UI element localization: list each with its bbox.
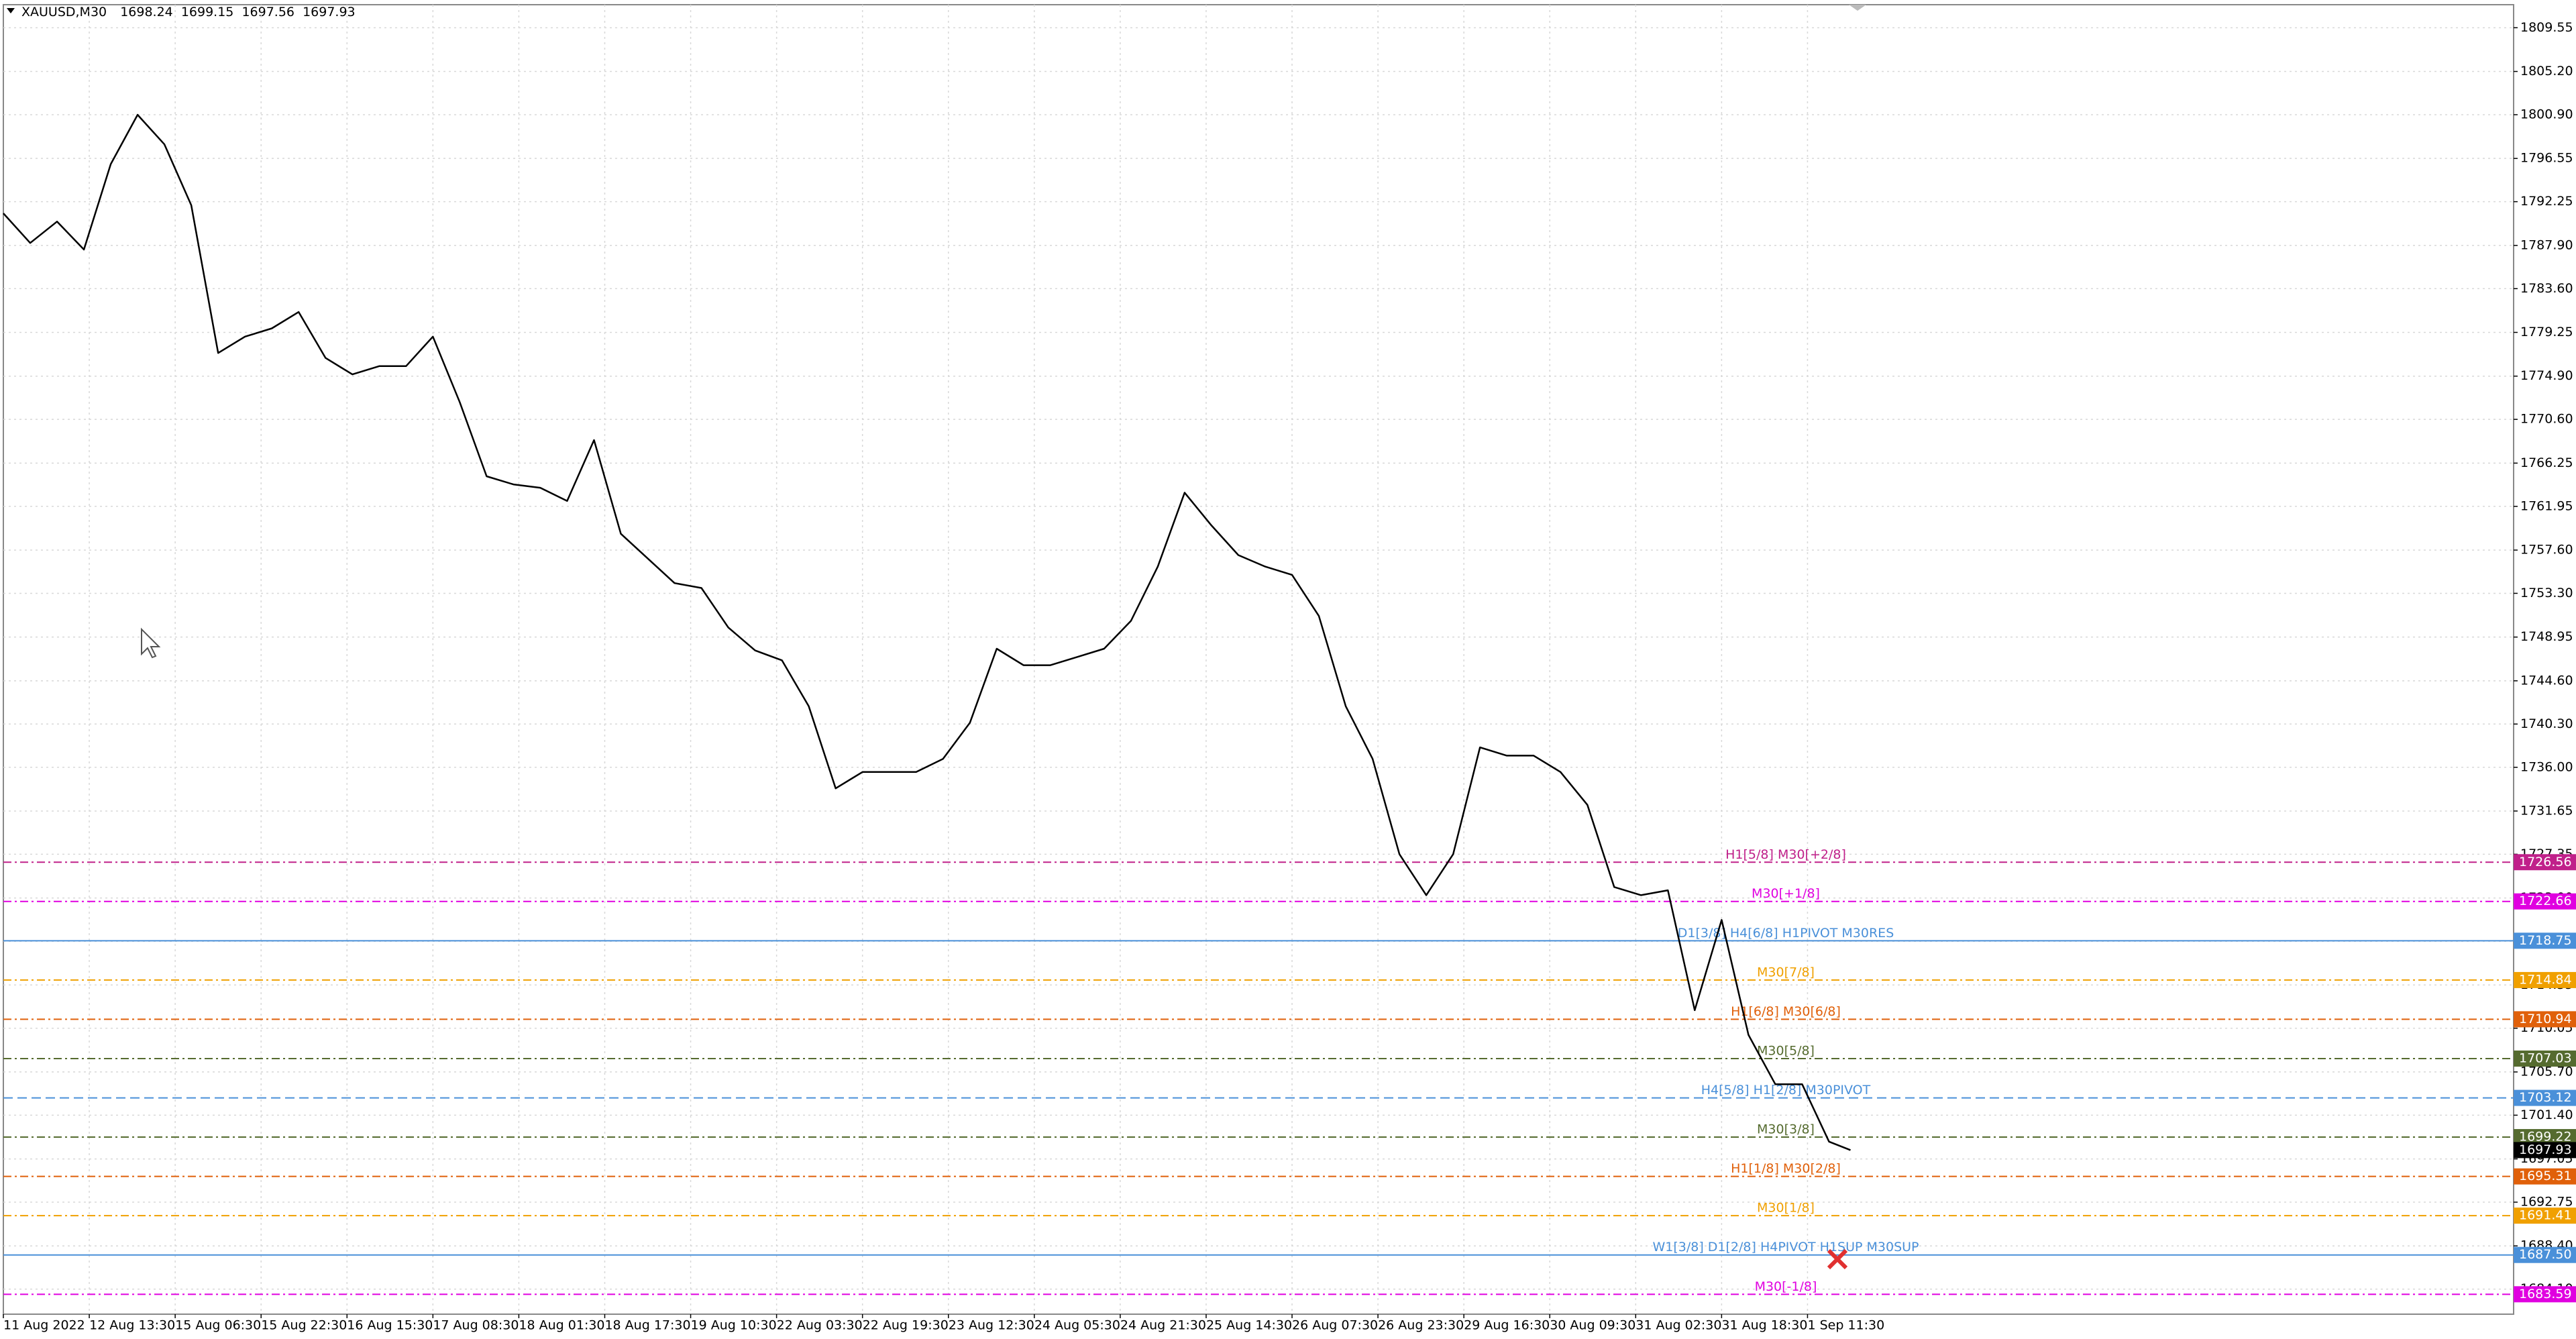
high: 1699.15 bbox=[181, 5, 234, 19]
top-marker bbox=[1849, 5, 1866, 11]
x-tick-label: 11 Aug 2022 bbox=[3, 1318, 85, 1333]
y-tick-label: 1770.60 bbox=[2520, 412, 2573, 427]
last-price-badge bbox=[2514, 1142, 2576, 1159]
last-price-badge-label: 1697.93 bbox=[2519, 1142, 2572, 1157]
x-tick-label: 18 Aug 17:30 bbox=[604, 1318, 690, 1333]
x-tick-label: 15 Aug 22:30 bbox=[261, 1318, 347, 1333]
level-price-badge-label: 1691.41 bbox=[2519, 1208, 2572, 1223]
y-tick-label: 1779.25 bbox=[2520, 325, 2573, 339]
y-tick-label: 1787.90 bbox=[2520, 237, 2573, 252]
mouse-cursor bbox=[141, 627, 161, 659]
level-price-badge-label: 1718.75 bbox=[2519, 933, 2572, 948]
y-tick-label: 1805.20 bbox=[2520, 64, 2573, 78]
y-tick-label: 1796.55 bbox=[2520, 151, 2573, 166]
y-tick-label: 1800.90 bbox=[2520, 107, 2573, 121]
y-tick-label: 1705.70 bbox=[2520, 1064, 2573, 1079]
y-tick-label: 1783.60 bbox=[2520, 281, 2573, 296]
y-tick-label: 1736.00 bbox=[2520, 759, 2573, 774]
level-price-badge bbox=[2514, 932, 2576, 949]
menu-arrow[interactable] bbox=[7, 8, 15, 13]
level-label: H1[1/8] M30[2/8] bbox=[1731, 1161, 1841, 1176]
level-price-badge-label: 1707.03 bbox=[2519, 1051, 2572, 1065]
level-price-badge bbox=[2514, 1011, 2576, 1028]
level-label: H1[6/8] M30[6/8] bbox=[1731, 1004, 1841, 1019]
chart-header: XAUUSD,M30 1698.24 1699.15 1697.56 1697.… bbox=[21, 5, 356, 19]
x-tick-label: 24 Aug 21:30 bbox=[1120, 1318, 1206, 1333]
y-tick-label: 1740.30 bbox=[2520, 716, 2573, 731]
level-label: M30[+1/8] bbox=[1752, 886, 1820, 901]
level-price-badge bbox=[2514, 1208, 2576, 1224]
open: 1698.24 bbox=[120, 5, 173, 19]
low: 1697.56 bbox=[241, 5, 294, 19]
level-price-badge-label: 1687.50 bbox=[2519, 1247, 2572, 1262]
level-price-badge-label: 1710.94 bbox=[2519, 1012, 2572, 1026]
level-price-badge-label: 1683.59 bbox=[2519, 1287, 2572, 1301]
symbol: XAUUSD,M30 bbox=[21, 5, 107, 19]
level-price-badge bbox=[2514, 1246, 2576, 1263]
x-tick-label: 16 Aug 15:30 bbox=[347, 1318, 433, 1333]
x-tick-label: 17 Aug 08:30 bbox=[433, 1318, 519, 1333]
price-line bbox=[3, 113, 1851, 1151]
x-tick-label: 12 Aug 13:30 bbox=[89, 1318, 175, 1333]
level-label: M30[7/8] bbox=[1757, 965, 1815, 979]
y-tick-label: 1757.60 bbox=[2520, 542, 2573, 557]
x-tick-label: 24 Aug 05:30 bbox=[1034, 1318, 1120, 1333]
y-tick-label: 1731.65 bbox=[2520, 803, 2573, 818]
level-price-badge bbox=[2514, 893, 2576, 910]
level-price-badge-label: 1699.22 bbox=[2519, 1130, 2572, 1144]
y-tick-label: 1744.60 bbox=[2520, 673, 2573, 688]
level-price-badge-label: 1714.84 bbox=[2519, 972, 2572, 987]
x-tick-label: 31 Aug 18:30 bbox=[1721, 1318, 1807, 1333]
level-price-badge bbox=[2514, 854, 2576, 871]
level-label: M30[5/8] bbox=[1757, 1043, 1815, 1058]
y-tick-label: 1774.90 bbox=[2520, 368, 2573, 383]
level-price-badge bbox=[2514, 1286, 2576, 1303]
x-tick-label: 22 Aug 03:30 bbox=[777, 1318, 863, 1333]
x-tick-label: 26 Aug 07:30 bbox=[1292, 1318, 1378, 1333]
x-tick-label: 26 Aug 23:30 bbox=[1378, 1318, 1464, 1333]
level-label: D1[3/8] H4[6/8] H1PIVOT M30RES bbox=[1678, 926, 1894, 941]
trade-marker bbox=[1827, 1248, 1848, 1270]
y-tick-label: 1809.55 bbox=[2520, 20, 2573, 35]
level-price-badge bbox=[2514, 1168, 2576, 1185]
x-tick-label: 25 Aug 14:30 bbox=[1206, 1318, 1292, 1333]
level-label: H4[5/8] H1[2/8] M30PIVOT bbox=[1701, 1083, 1871, 1097]
level-label: W1[3/8] D1[2/8] H4PIVOT H1SUP M30SUP bbox=[1652, 1240, 1919, 1254]
close: 1697.93 bbox=[303, 5, 356, 19]
y-tick-label: 1753.30 bbox=[2520, 586, 2573, 600]
x-tick-label: 30 Aug 09:30 bbox=[1550, 1318, 1635, 1333]
level-label: M30[3/8] bbox=[1757, 1122, 1815, 1137]
x-tick-label: 29 Aug 16:30 bbox=[1464, 1318, 1550, 1333]
level-price-badge bbox=[2514, 971, 2576, 988]
level-price-badge-label: 1703.12 bbox=[2519, 1090, 2572, 1105]
y-tick-label: 1761.95 bbox=[2520, 498, 2573, 513]
level-label: M30[-1/8] bbox=[1755, 1279, 1817, 1294]
x-tick-label: 19 Aug 10:30 bbox=[691, 1318, 777, 1333]
y-tick-label: 1766.25 bbox=[2520, 456, 2573, 470]
x-tick-label: 1 Sep 11:30 bbox=[1807, 1318, 1884, 1333]
x-tick-label: 18 Aug 01:30 bbox=[519, 1318, 604, 1333]
level-price-badge-label: 1695.31 bbox=[2519, 1169, 2572, 1183]
y-tick-label: 1701.40 bbox=[2520, 1108, 2573, 1122]
x-tick-label: 31 Aug 02:30 bbox=[1635, 1318, 1721, 1333]
level-label: H1[5/8] M30[+2/8] bbox=[1725, 847, 1846, 862]
y-tick-label: 1792.25 bbox=[2520, 194, 2573, 209]
x-tick-label: 23 Aug 12:30 bbox=[949, 1318, 1034, 1333]
x-tick-label: 22 Aug 19:30 bbox=[863, 1318, 949, 1333]
level-price-badge-label: 1726.56 bbox=[2519, 855, 2572, 869]
level-price-badge bbox=[2514, 1089, 2576, 1106]
level-label: M30[1/8] bbox=[1757, 1201, 1815, 1216]
y-tick-label: 1692.75 bbox=[2520, 1195, 2573, 1210]
plot-frame bbox=[3, 4, 2514, 1315]
level-price-badge bbox=[2514, 1050, 2576, 1067]
y-tick-label: 1748.95 bbox=[2520, 629, 2573, 644]
x-tick-label: 15 Aug 06:30 bbox=[175, 1318, 261, 1333]
level-price-badge-label: 1722.66 bbox=[2519, 894, 2572, 908]
